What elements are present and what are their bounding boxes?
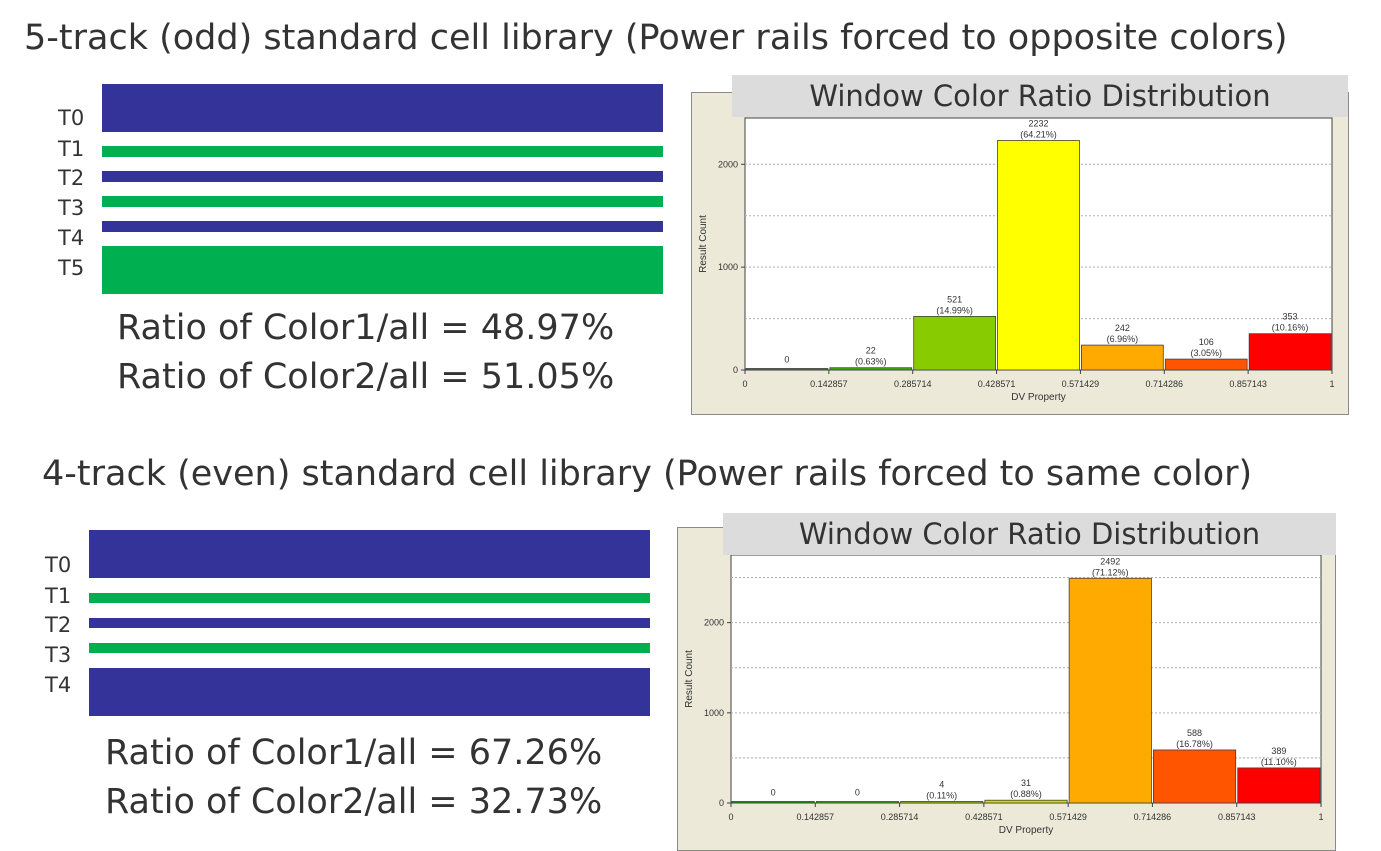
track-t1 xyxy=(89,593,650,603)
color1-ratio: Ratio of Color1/all = 48.97% xyxy=(117,308,615,348)
track-label: T1 xyxy=(45,584,72,608)
bar-count-label: 588 xyxy=(1187,728,1202,738)
bar-percent-label: (0.63%) xyxy=(855,357,887,367)
track-t4 xyxy=(89,668,650,716)
track-t3 xyxy=(89,643,650,653)
histogram-bar xyxy=(900,801,984,804)
histogram-bar xyxy=(984,799,1068,804)
histogram-bar xyxy=(1237,767,1321,804)
y-tick-label: 2000 xyxy=(704,618,724,628)
x-tick-label: 0.428571 xyxy=(965,812,1003,822)
x-tick-label: 0.857143 xyxy=(1229,379,1267,389)
track-label: T0 xyxy=(45,553,72,577)
bar-percent-label: (11.10%) xyxy=(1261,757,1297,767)
track-t3 xyxy=(102,196,663,207)
bar-count-label: 2232 xyxy=(1028,118,1048,128)
x-tick-label: 0.285714 xyxy=(881,812,919,822)
bar-count-label: 31 xyxy=(1021,778,1031,788)
track-label: T4 xyxy=(45,673,72,697)
x-tick-label: 0.714286 xyxy=(1146,379,1184,389)
x-tick-label: 0.142857 xyxy=(797,812,835,822)
track-label: T0 xyxy=(58,106,85,130)
bar-percent-label: (64.21%) xyxy=(1020,129,1057,139)
histogram-bar xyxy=(1248,333,1332,371)
track-t1 xyxy=(102,146,663,157)
x-tick-label: 1 xyxy=(1318,812,1323,822)
chart-title: Window Color Ratio Distribution xyxy=(732,75,1348,117)
histogram-bar xyxy=(1081,344,1164,371)
track-label: T5 xyxy=(58,256,85,280)
y-axis-label: Result Count xyxy=(698,215,709,273)
histogram-bar xyxy=(1068,577,1152,804)
panel-1-heading: 5-track (odd) standard cell library (Pow… xyxy=(24,18,1288,58)
bar-count-label: 0 xyxy=(855,788,860,798)
bar-percent-label: (0.88%) xyxy=(1010,789,1042,799)
histogram-bar xyxy=(829,367,913,371)
y-tick-label: 0 xyxy=(719,798,724,808)
histogram-bar xyxy=(1153,749,1237,804)
bar-percent-label: (71.12%) xyxy=(1092,567,1129,577)
y-tick-label: 2000 xyxy=(718,159,738,169)
bar-count-label: 0 xyxy=(784,355,789,365)
track-t0 xyxy=(102,84,663,132)
bar-percent-label: (3.05%) xyxy=(1190,348,1222,358)
histogram-bar xyxy=(731,801,815,804)
bar-percent-label: (6.96%) xyxy=(1107,334,1139,344)
track-label: T1 xyxy=(58,137,85,161)
track-label: T3 xyxy=(58,196,85,220)
x-tick-label: 0 xyxy=(728,812,733,822)
track-t0 xyxy=(89,530,650,578)
x-tick-label: 0.285714 xyxy=(894,379,932,389)
bar-count-label: 0 xyxy=(771,788,776,798)
x-tick-label: 0 xyxy=(742,379,747,389)
bar-count-label: 242 xyxy=(1115,323,1130,333)
track-t2 xyxy=(102,171,663,182)
bar-percent-label: (14.99%) xyxy=(936,305,973,315)
panel-2-heading: 4-track (even) standard cell library (Po… xyxy=(42,454,1253,494)
chart-plot: 0 04(0.11%)31(0.88%)2492(71.12%)588(16.78… xyxy=(684,554,1324,836)
histogram-bar xyxy=(997,140,1080,371)
histogram-chart-1: 0 22 (0.63%) 521 (14.99%) 2232 (64.21%) 242 (6.9… xyxy=(691,92,1349,415)
color1-ratio: Ratio of Color1/all = 67.26% xyxy=(105,733,603,773)
y-tick-label: 1000 xyxy=(718,262,738,272)
x-tick-label: 0.714286 xyxy=(1134,812,1172,822)
track-t5 xyxy=(102,246,663,294)
x-tick-label: 0.571429 xyxy=(1049,812,1087,822)
x-tick-label: 0.571429 xyxy=(1062,379,1100,389)
bar-count-label: 353 xyxy=(1283,312,1298,322)
track-label: T2 xyxy=(58,166,85,190)
color2-ratio: Ratio of Color2/all = 51.05% xyxy=(117,357,615,397)
histogram-bar xyxy=(815,801,899,804)
x-tick-label: 0.857143 xyxy=(1218,812,1256,822)
histogram-bar xyxy=(913,316,996,371)
y-axis-label: Result Count xyxy=(684,650,695,708)
bar-count-label: 2492 xyxy=(1100,556,1120,566)
bar-count-label: 106 xyxy=(1199,337,1214,347)
bar-percent-label: (10.16%) xyxy=(1272,323,1309,333)
y-tick-label: 0 xyxy=(733,365,738,375)
bar-percent-label: (0.11%) xyxy=(926,791,957,801)
track-label: T4 xyxy=(58,226,85,250)
bar-count-label: 22 xyxy=(866,346,876,356)
x-tick-label: 1 xyxy=(1329,379,1334,389)
histogram-chart-2: 0 0 4 (0.11%) 31 (0.88%) 2492 (71.12%) 588 (16.78… xyxy=(677,527,1336,851)
bar-count-label: 4 xyxy=(939,780,944,790)
chart-title: Window Color Ratio Distribution xyxy=(723,513,1336,555)
track-label: T2 xyxy=(45,613,72,637)
bar-count-label: 389 xyxy=(1271,746,1286,756)
y-tick-label: 1000 xyxy=(704,708,724,718)
x-tick-label: 0.428571 xyxy=(978,379,1016,389)
x-axis-label: DV Property xyxy=(999,825,1053,836)
color2-ratio: Ratio of Color2/all = 32.73% xyxy=(105,782,603,822)
histogram-bar xyxy=(745,368,829,371)
track-t2 xyxy=(89,618,650,628)
chart-plot: 0 22(0.63%) 521(14.99%) 2232(64.21%) 242(6.9… xyxy=(698,117,1335,403)
x-tick-label: 0.142857 xyxy=(810,379,848,389)
track-t4 xyxy=(102,221,663,232)
histogram-bar xyxy=(1164,358,1248,371)
bar-percent-label: (16.78%) xyxy=(1176,739,1213,749)
bar-count-label: 521 xyxy=(947,294,962,304)
x-axis-label: DV Property xyxy=(1011,392,1065,403)
track-label: T3 xyxy=(45,643,72,667)
